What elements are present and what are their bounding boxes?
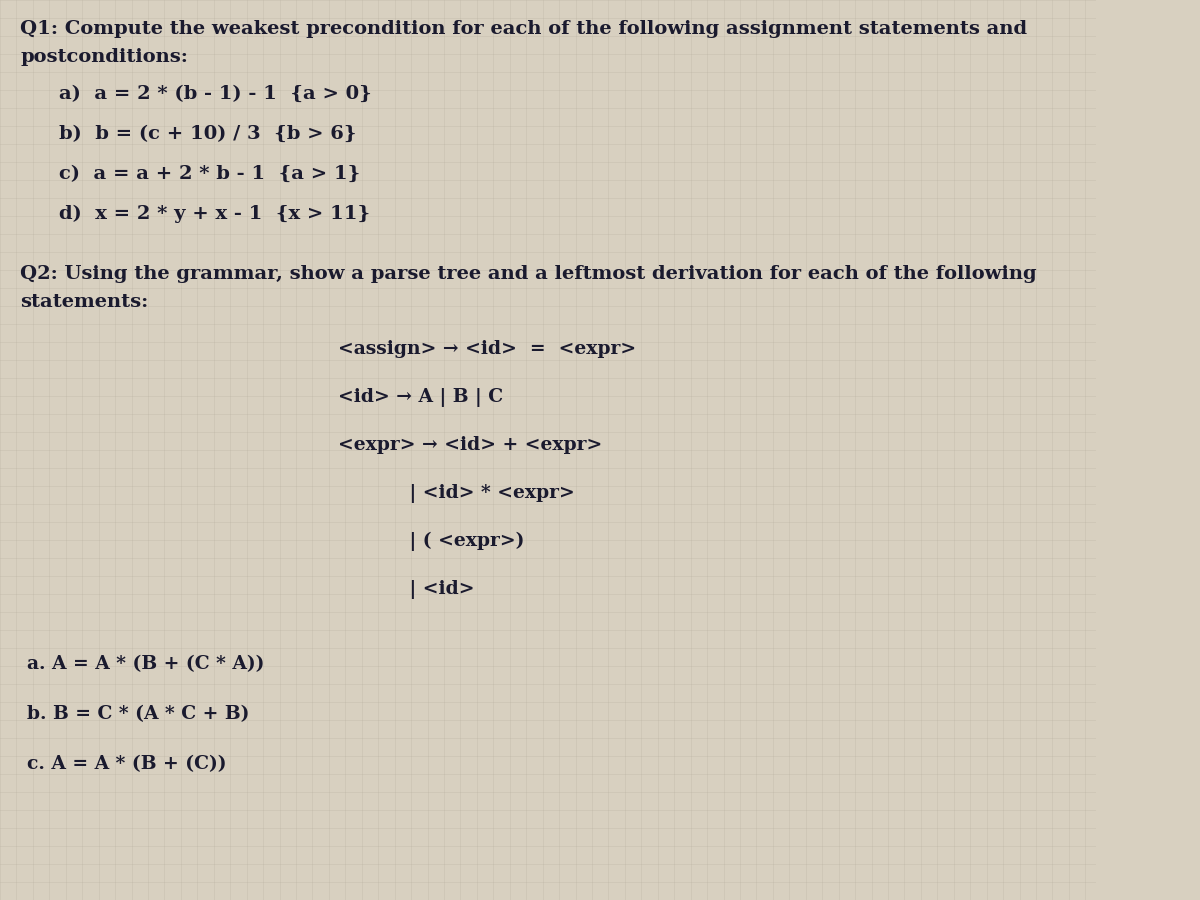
Text: postconditions:: postconditions: [20, 48, 188, 66]
Text: | <id> * <expr>: | <id> * <expr> [338, 484, 575, 503]
Text: <assign> → <id>  =  <expr>: <assign> → <id> = <expr> [338, 340, 636, 358]
Text: Q1: Compute the weakest precondition for each of the following assignment statem: Q1: Compute the weakest precondition for… [20, 20, 1027, 38]
Text: b)  b = (c + 10) / 3  {b > 6}: b) b = (c + 10) / 3 {b > 6} [59, 125, 356, 143]
Text: <expr> → <id> + <expr>: <expr> → <id> + <expr> [338, 436, 602, 454]
Text: statements:: statements: [20, 293, 149, 311]
Text: <id> → A | B | C: <id> → A | B | C [338, 388, 503, 407]
Text: c. A = A * (B + (C)): c. A = A * (B + (C)) [28, 755, 227, 773]
Text: a. A = A * (B + (C * A)): a. A = A * (B + (C * A)) [28, 655, 265, 673]
Text: | ( <expr>): | ( <expr>) [338, 532, 524, 551]
Text: Q2: Using the grammar, show a parse tree and a leftmost derivation for each of t: Q2: Using the grammar, show a parse tree… [20, 265, 1037, 283]
Text: b. B = C * (A * C + B): b. B = C * (A * C + B) [28, 705, 250, 723]
Text: a)  a = 2 * (b - 1) - 1  {a > 0}: a) a = 2 * (b - 1) - 1 {a > 0} [59, 85, 372, 103]
Text: c)  a = a + 2 * b - 1  {a > 1}: c) a = a + 2 * b - 1 {a > 1} [59, 165, 361, 183]
Text: d)  x = 2 * y + x - 1  {x > 11}: d) x = 2 * y + x - 1 {x > 11} [59, 205, 371, 223]
Text: | <id>: | <id> [338, 580, 474, 599]
